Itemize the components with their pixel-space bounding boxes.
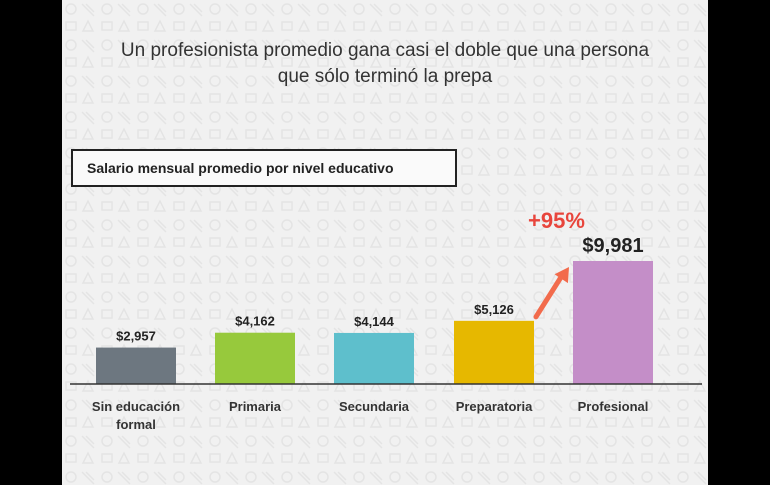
category-label-2: Primaria <box>229 399 282 414</box>
growth-annotation-label: +95% <box>528 208 585 233</box>
bar-1 <box>96 347 176 384</box>
bar-4 <box>454 320 534 384</box>
bar-chart: $2,957 Sin educación formal $4,162 Primaria $… <box>70 208 702 432</box>
bar-value-label-1: $2,957 <box>116 329 156 344</box>
bar-value-label-2: $4,162 <box>235 314 275 329</box>
chart-title: Salario mensual promedio por nivel educa… <box>87 160 394 176</box>
category-label-1-line-2: formal <box>116 417 156 432</box>
growth-arrow-head <box>554 267 569 284</box>
category-label-4: Preparatoria <box>456 399 533 414</box>
category-label-3: Secundaria <box>339 399 410 414</box>
background-icon-pattern <box>62 0 708 485</box>
chart-title-box: Salario mensual promedio por nivel educa… <box>71 149 457 187</box>
bar-5 <box>573 261 653 384</box>
headline: Un profesionista promedio gana casi el d… <box>62 38 708 90</box>
category-label-1: Sin educación <box>92 399 180 414</box>
bar-value-label-3: $4,144 <box>354 314 395 329</box>
bar-value-label-5: $9,981 <box>582 235 643 257</box>
bar-2 <box>215 332 295 384</box>
growth-arrow-shaft <box>533 271 566 320</box>
headline-line-1: Un profesionista promedio gana casi el d… <box>120 40 650 61</box>
slide: Un profesionista promedio gana casi el d… <box>62 0 708 485</box>
category-label-5: Profesional <box>578 399 649 414</box>
headline-line-2: que sólo terminó la prepa <box>277 66 493 87</box>
bar-3 <box>334 332 414 384</box>
bar-value-label-4: $5,126 <box>474 302 514 317</box>
